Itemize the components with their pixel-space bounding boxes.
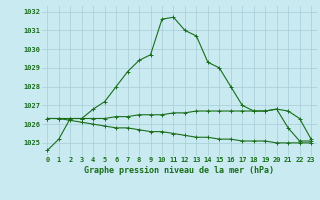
X-axis label: Graphe pression niveau de la mer (hPa): Graphe pression niveau de la mer (hPa) [84,166,274,175]
